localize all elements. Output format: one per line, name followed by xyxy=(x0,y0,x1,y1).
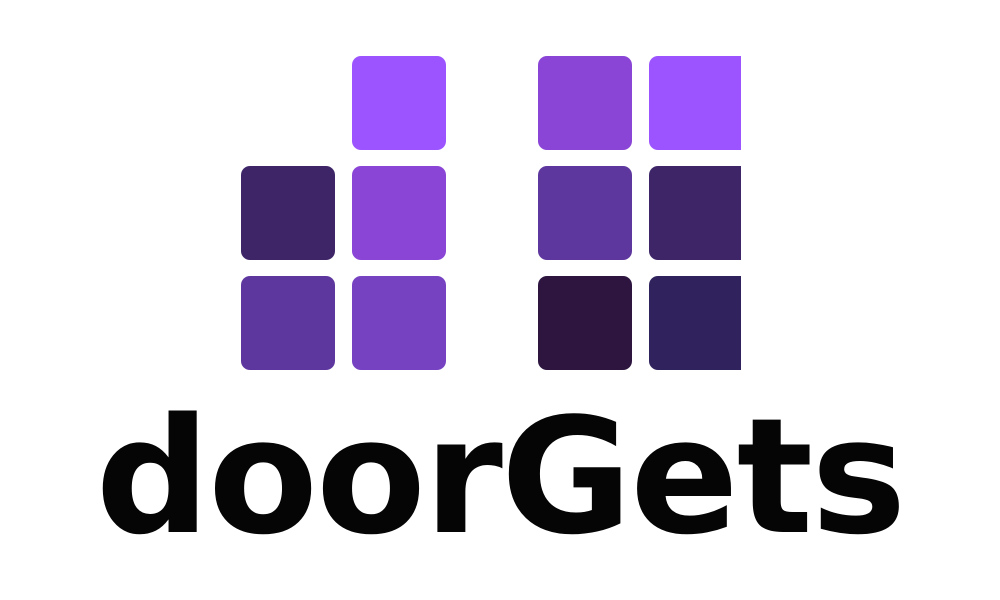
logo-tile xyxy=(649,56,741,150)
logo-tile xyxy=(538,276,632,370)
logo-tile xyxy=(649,166,741,260)
logo-tile xyxy=(538,166,632,260)
logo-tile xyxy=(538,56,632,150)
logo-tile xyxy=(241,276,335,370)
logo-tile xyxy=(352,56,446,150)
logo-tile xyxy=(241,166,335,260)
logo-tile xyxy=(649,276,741,370)
logo-tile xyxy=(352,276,446,370)
logo-wordmark: doorGets xyxy=(95,383,907,570)
logo-tile xyxy=(352,166,446,260)
